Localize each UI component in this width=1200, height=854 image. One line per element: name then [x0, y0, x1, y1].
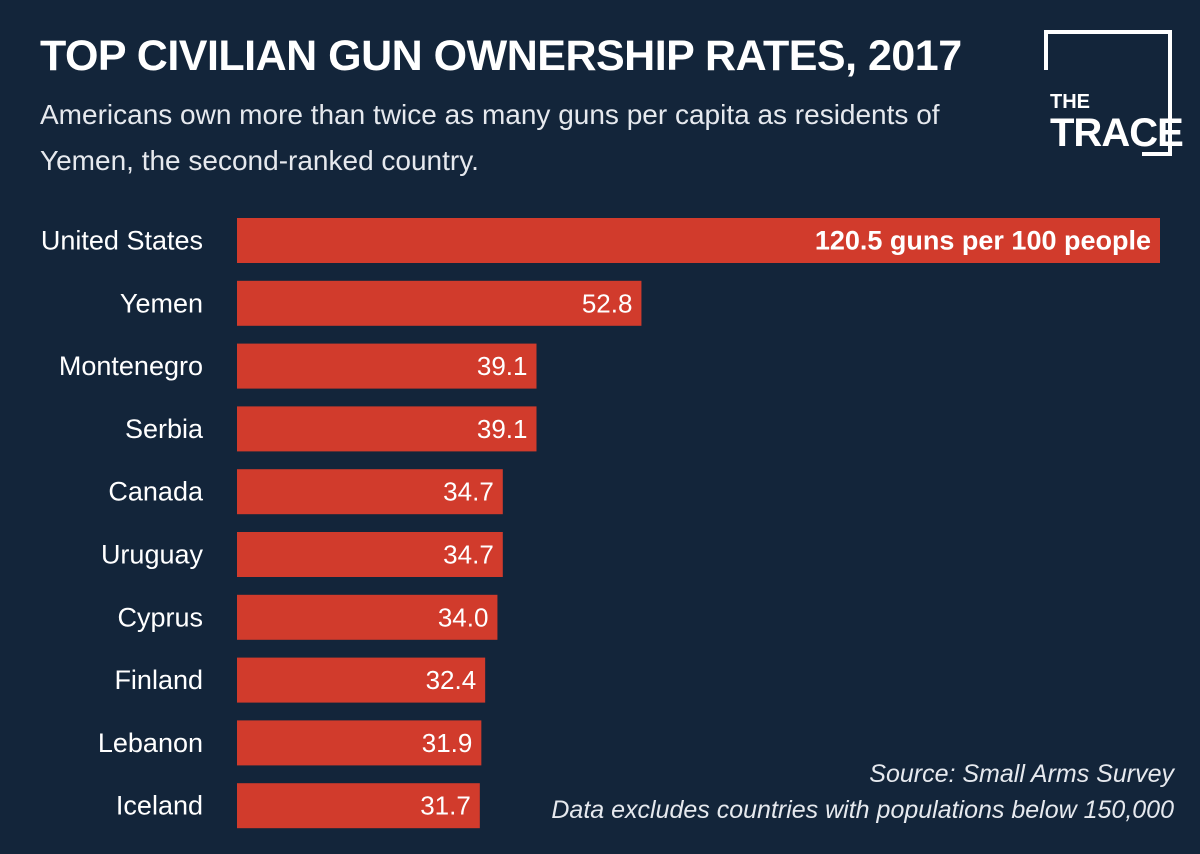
exclusion-note: Data excludes countries with populations…	[551, 796, 1174, 824]
bar-iceland	[237, 783, 480, 829]
source-line: Source: Small Arms Survey	[869, 760, 1174, 788]
trace-logo: THE TRACE	[1044, 30, 1184, 156]
value-label: 31.7	[420, 791, 471, 821]
category-label: Yemen	[120, 288, 203, 318]
category-label: Uruguay	[101, 540, 204, 570]
bar-finland	[237, 657, 486, 703]
bar-cyprus	[237, 594, 498, 640]
bar-yemen	[237, 280, 642, 326]
bar-uruguay	[237, 532, 503, 577]
category-label: Serbia	[125, 414, 204, 444]
chart-subtitle: Americans own more than twice as many gu…	[40, 99, 940, 176]
value-label: 34.0	[438, 602, 489, 632]
value-label: 39.1	[477, 414, 528, 444]
value-label: 39.1	[477, 351, 528, 381]
value-label: 34.7	[443, 477, 494, 507]
bar-canada	[237, 469, 503, 515]
logo-the-text: THE	[1050, 91, 1090, 113]
value-label: 120.5 guns per 100 people	[815, 226, 1151, 256]
bar-serbia	[237, 406, 537, 452]
logo-frame-icon	[1044, 30, 1172, 156]
bar-montenegro	[237, 343, 537, 389]
bar-united-states	[237, 218, 1160, 263]
category-label: United States	[41, 226, 203, 256]
chart-title: TOP CIVILIAN GUN OWNERSHIP RATES, 2017	[40, 32, 962, 80]
category-label: Cyprus	[117, 602, 203, 632]
category-label: Finland	[114, 665, 203, 695]
value-label: 32.4	[426, 665, 477, 695]
logo-trace-text: TRACE	[1050, 111, 1184, 155]
source-note: Source: Small Arms Survey Data excludes …	[551, 756, 1174, 828]
bar-lebanon	[237, 720, 482, 766]
value-label: 34.7	[443, 540, 494, 570]
category-label: Canada	[108, 477, 204, 507]
category-label: Montenegro	[59, 351, 203, 381]
value-label: 52.8	[582, 288, 633, 318]
category-label: Lebanon	[98, 728, 203, 758]
category-label: Iceland	[116, 791, 203, 821]
value-label: 31.9	[422, 728, 473, 758]
